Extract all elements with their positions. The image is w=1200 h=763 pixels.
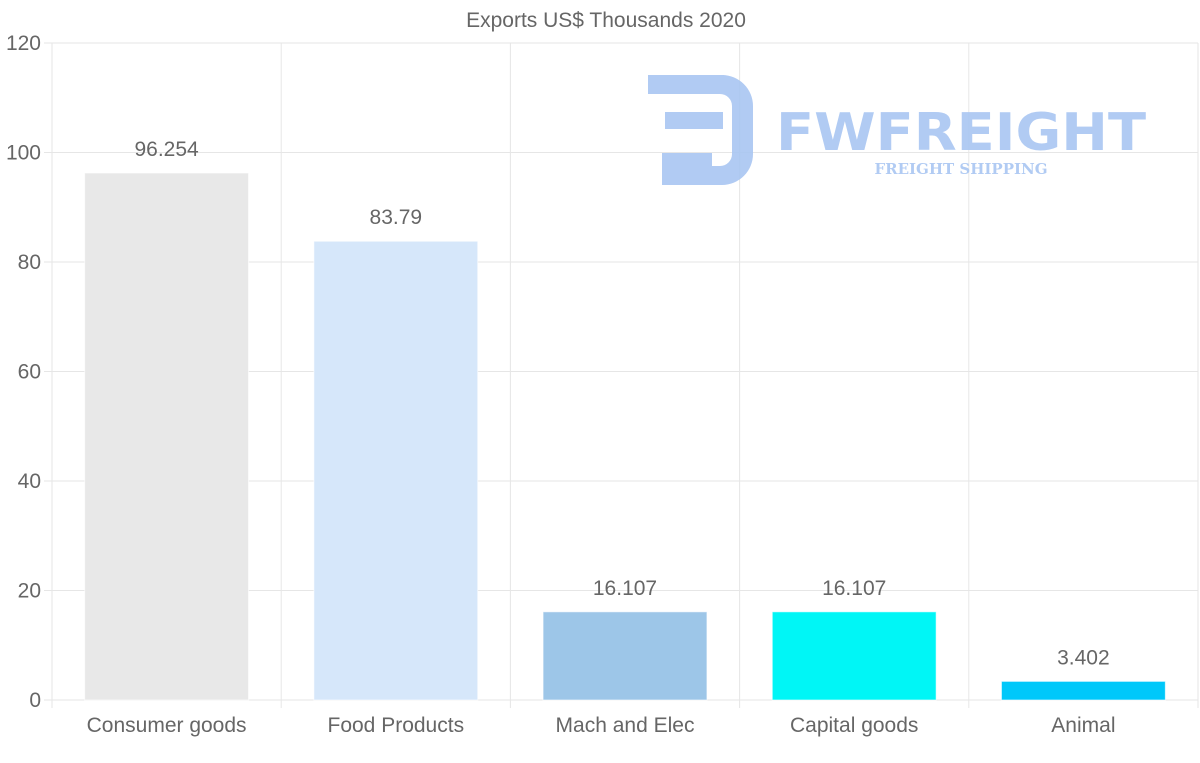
x-tick-label: Capital goods [790,714,918,737]
y-tick-label: 40 [18,470,41,493]
x-tick-label: Animal [1051,714,1115,737]
y-tick-label: 60 [18,361,41,384]
data-label: 16.107 [593,577,657,600]
y-tick-label: 80 [18,251,41,274]
y-tick-label: 120 [6,32,41,55]
x-tick-label: Consumer goods [87,714,247,737]
y-tick-label: 0 [29,689,41,712]
y-tick-label: 100 [6,142,41,165]
data-label: 3.402 [1057,646,1110,669]
data-label: 83.79 [370,206,423,229]
bars [84,172,1166,701]
data-label: 16.107 [822,577,886,600]
x-axis-labels: Consumer goods Food Products Mach and Elec… [87,714,1116,737]
watermark-tagline: FREIGHT SHIPPING [874,160,1047,178]
bar[interactable] [542,611,708,701]
data-labels: 96.254 83.79 16.107 16.107 3.402 [134,138,1109,669]
bar[interactable] [771,611,937,701]
chart-title: Exports US$ Thousands 2020 [466,9,746,32]
y-tick-label: 20 [18,580,41,603]
watermark-brand: FWFREIGHT [776,103,1147,163]
bar[interactable] [1000,680,1166,701]
fwfreight-logo-icon [648,75,753,185]
x-tick-label: Food Products [328,714,465,737]
x-tick-label: Mach and Elec [556,714,695,737]
bar[interactable] [84,172,250,701]
fwfreight-watermark: FWFREIGHT FREIGHT SHIPPING [648,75,1147,185]
bar[interactable] [313,240,479,701]
y-axis-ticks: 0 20 40 60 80 100 120 [6,32,41,712]
data-label: 96.254 [134,138,199,161]
